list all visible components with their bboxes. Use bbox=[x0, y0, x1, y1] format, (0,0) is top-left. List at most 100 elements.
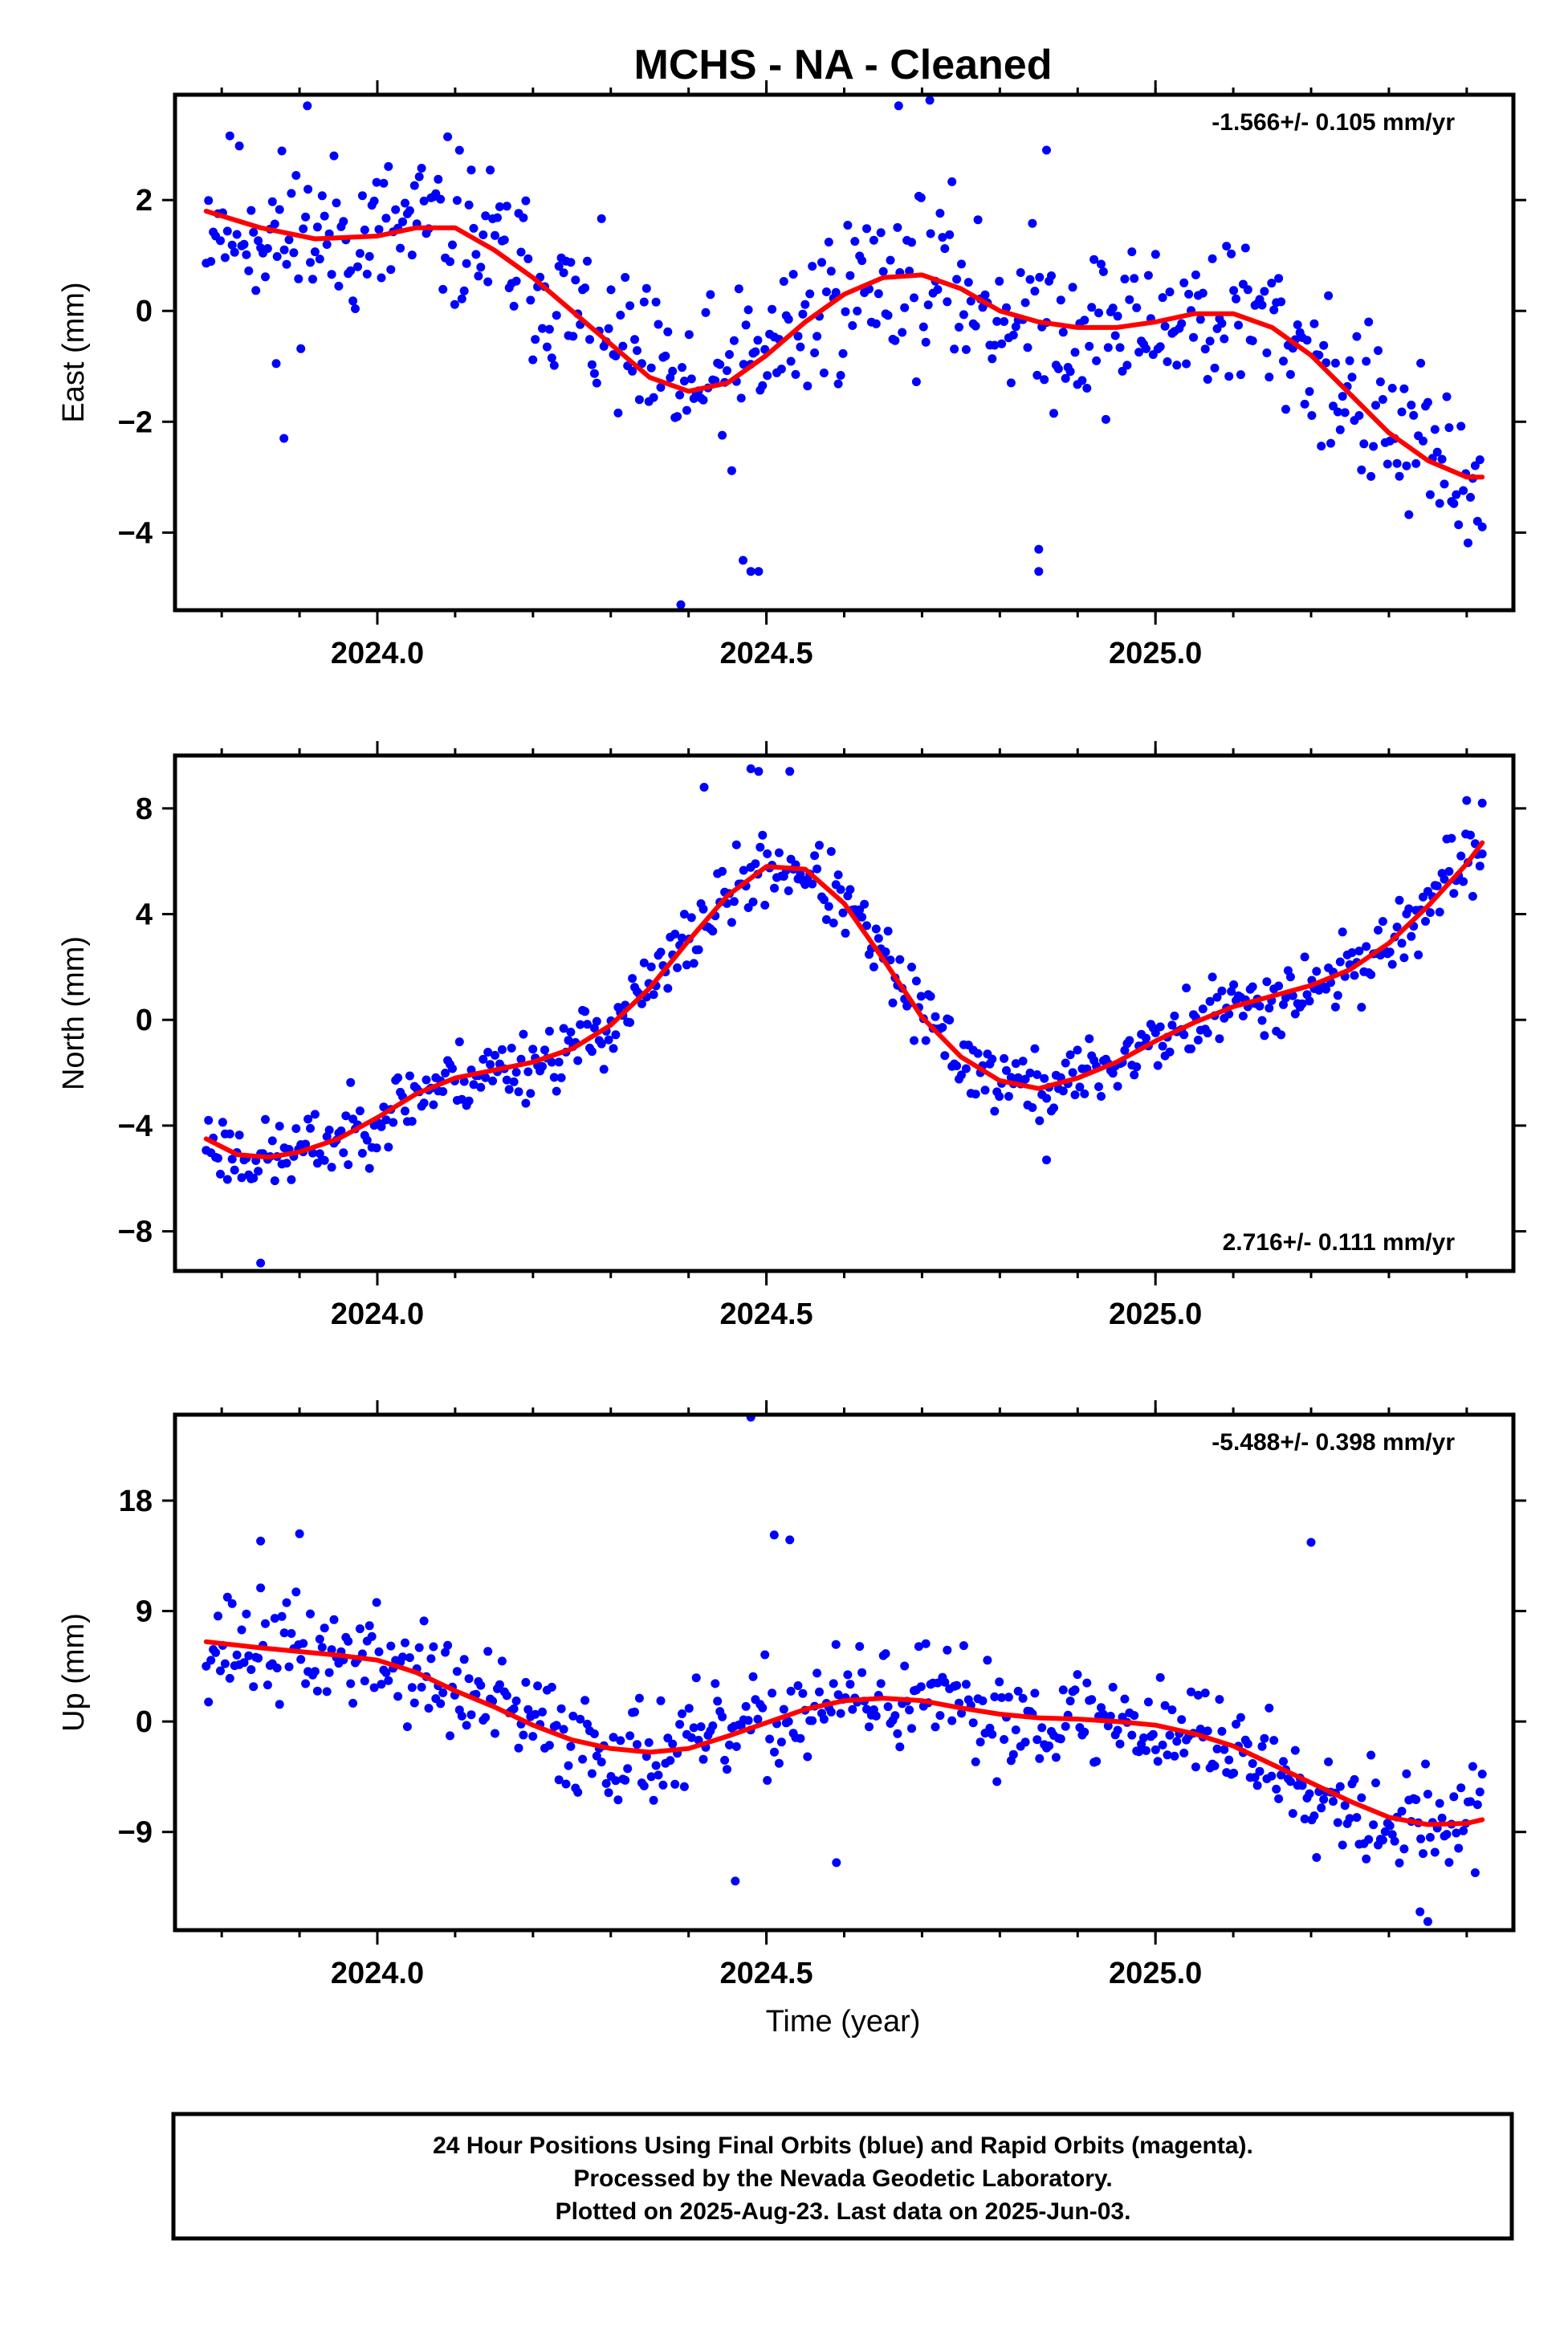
east-x-tick-label: 2025.0 bbox=[1109, 637, 1202, 670]
east-data-point bbox=[613, 408, 623, 418]
footer-line-1: 24 Hour Positions Using Final Orbits (bl… bbox=[433, 2132, 1253, 2159]
east-data-point bbox=[992, 316, 1002, 326]
north-data-point bbox=[1248, 982, 1257, 992]
east-data-point bbox=[990, 340, 1000, 350]
east-data-point bbox=[1184, 289, 1194, 299]
north-data-point bbox=[708, 927, 718, 936]
north-data-point bbox=[611, 1030, 621, 1040]
east-data-point bbox=[1155, 342, 1165, 352]
up-data-point bbox=[559, 1725, 568, 1734]
east-data-point bbox=[239, 239, 249, 249]
north-data-point bbox=[679, 910, 689, 919]
east-data-point bbox=[1387, 384, 1397, 393]
north-data-point bbox=[1179, 1030, 1189, 1040]
east-data-point bbox=[329, 151, 339, 161]
east-data-point bbox=[271, 359, 281, 369]
north-data-point bbox=[1447, 833, 1456, 843]
east-data-point bbox=[701, 308, 711, 317]
up-data-point bbox=[743, 1716, 753, 1725]
east-data-point bbox=[1127, 247, 1137, 257]
north-data-point bbox=[821, 914, 831, 924]
east-data-point bbox=[1326, 438, 1335, 448]
north-data-point bbox=[422, 1075, 431, 1085]
up-data-point bbox=[1274, 1794, 1284, 1803]
east-data-point bbox=[275, 205, 284, 214]
up-data-point bbox=[1297, 1781, 1307, 1790]
east-x-tick-label: 2024.5 bbox=[719, 637, 813, 670]
up-data-point bbox=[1134, 1747, 1144, 1757]
up-data-point bbox=[890, 1711, 900, 1721]
up-data-point bbox=[414, 1643, 424, 1652]
east-data-point bbox=[538, 324, 547, 333]
up-data-point bbox=[491, 1729, 499, 1738]
east-data-point bbox=[1172, 360, 1182, 370]
up-data-point bbox=[317, 1643, 327, 1652]
up-data-point bbox=[1267, 1771, 1277, 1781]
up-data-point bbox=[497, 1656, 507, 1666]
east-data-point bbox=[450, 299, 459, 309]
east-data-point bbox=[466, 165, 476, 175]
up-data-point bbox=[815, 1687, 824, 1697]
east-data-point bbox=[821, 287, 831, 296]
east-data-point bbox=[1285, 369, 1295, 379]
north-data-point bbox=[1042, 1155, 1051, 1165]
up-data-point bbox=[1097, 1703, 1106, 1713]
up-data-point bbox=[1300, 1815, 1309, 1823]
up-data-point bbox=[763, 1776, 772, 1785]
north-data-point bbox=[1011, 1059, 1020, 1069]
east-data-point bbox=[1357, 465, 1366, 475]
north-data-point bbox=[926, 992, 935, 1001]
up-data-point bbox=[244, 1651, 254, 1660]
north-data-point bbox=[1333, 991, 1342, 1000]
up-data-point bbox=[713, 1697, 723, 1706]
east-data-point bbox=[244, 266, 254, 275]
up-data-point bbox=[1456, 1783, 1466, 1793]
east-data-point bbox=[585, 335, 594, 344]
up-data-point bbox=[678, 1709, 686, 1718]
up-data-point bbox=[803, 1752, 813, 1762]
up-data-point bbox=[931, 1722, 940, 1732]
up-data-point bbox=[227, 1599, 237, 1608]
east-points bbox=[202, 96, 1487, 609]
east-data-point bbox=[559, 268, 568, 278]
east-data-point bbox=[1267, 279, 1277, 288]
east-data-point bbox=[1454, 520, 1464, 530]
north-panel: 2024.0 2024.5 2025.0 −8 −4 0 4 8 North (mm) 2.716… bbox=[57, 741, 1526, 1331]
up-data-point bbox=[990, 1692, 1000, 1701]
up-data-point bbox=[1449, 1792, 1459, 1802]
up-data-point bbox=[1087, 1695, 1097, 1705]
up-data-point bbox=[826, 1707, 836, 1717]
up-data-point bbox=[630, 1707, 639, 1717]
north-data-point bbox=[1335, 957, 1345, 967]
up-data-point bbox=[211, 1648, 221, 1657]
north-y-tick-label: 0 bbox=[136, 1004, 153, 1037]
up-data-point bbox=[1411, 1795, 1421, 1804]
north-data-point bbox=[698, 904, 708, 914]
east-data-point bbox=[448, 240, 457, 250]
up-data-point bbox=[436, 1699, 446, 1709]
east-data-point bbox=[1423, 397, 1432, 407]
east-data-point bbox=[1122, 360, 1132, 370]
north-data-point bbox=[731, 840, 741, 849]
up-data-point bbox=[895, 1742, 905, 1752]
up-data-point bbox=[277, 1611, 287, 1621]
up-data-point bbox=[369, 1683, 379, 1692]
north-data-point bbox=[755, 842, 765, 852]
up-data-point bbox=[1423, 1790, 1432, 1799]
north-data-point bbox=[739, 866, 748, 875]
north-data-point bbox=[511, 1068, 521, 1077]
up-data-point bbox=[1108, 1682, 1118, 1692]
up-data-point bbox=[836, 1709, 845, 1718]
east-data-point bbox=[452, 196, 462, 206]
east-data-point bbox=[469, 223, 479, 233]
north-data-point bbox=[678, 933, 686, 943]
north-data-point bbox=[763, 849, 772, 858]
east-data-point bbox=[493, 213, 502, 222]
north-data-point bbox=[1399, 953, 1409, 963]
up-data-point bbox=[521, 1677, 531, 1687]
north-data-point bbox=[441, 1069, 450, 1077]
up-data-point bbox=[1061, 1721, 1070, 1731]
east-rate-label: -1.566+/- 0.105 mm/yr bbox=[1212, 109, 1455, 136]
up-data-point bbox=[256, 1536, 266, 1546]
north-data-point bbox=[1151, 1028, 1160, 1037]
